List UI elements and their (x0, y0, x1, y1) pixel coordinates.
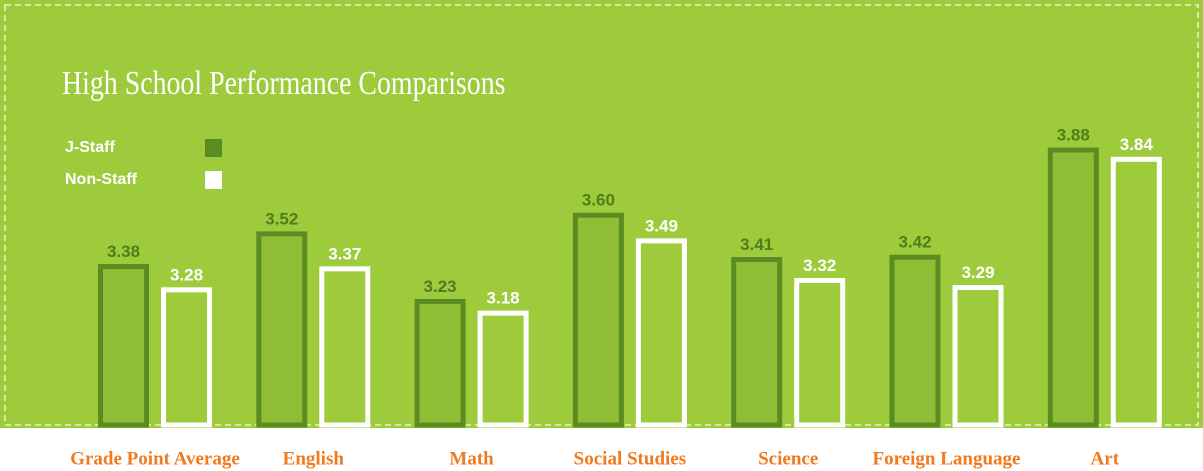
bar (731, 257, 783, 428)
bar (477, 310, 529, 428)
bar (414, 298, 466, 428)
value-label: 3.38 (107, 242, 140, 261)
x-tick-label: Art (1091, 448, 1120, 469)
bar (1110, 156, 1162, 428)
x-tick-label: Math (449, 448, 494, 469)
bar (161, 287, 212, 428)
value-label: 3.52 (265, 209, 298, 228)
panel-border (4, 4, 1199, 426)
value-label: 3.32 (803, 256, 836, 275)
bar (635, 238, 687, 428)
value-label: 3.60 (582, 191, 615, 210)
x-tick-label: Grade Point Average (70, 448, 240, 469)
chart-title: High School Performance Comparisons (62, 63, 506, 101)
value-label: 3.23 (424, 277, 457, 296)
value-label: 3.18 (487, 289, 520, 308)
bar (794, 277, 846, 428)
x-tick-label: Foreign Language (873, 448, 1021, 469)
value-label: 3.88 (1057, 125, 1090, 144)
value-label: 3.84 (1120, 135, 1154, 154)
x-tick-label: English (283, 448, 345, 469)
bar (98, 264, 149, 428)
value-label: 3.42 (898, 233, 931, 252)
legend-label: J-Staff (65, 139, 115, 156)
value-label: 3.49 (645, 216, 678, 235)
x-tick-label: Science (758, 448, 818, 469)
bar (256, 231, 308, 428)
value-label: 3.41 (740, 235, 773, 254)
bar (952, 284, 1004, 428)
bar (889, 254, 941, 428)
bar (1047, 147, 1099, 428)
bar (319, 266, 371, 428)
legend-swatch (205, 139, 222, 157)
bar (572, 212, 624, 428)
value-label: 3.28 (170, 265, 203, 284)
x-tick-label: Social Studies (574, 448, 686, 469)
legend-swatch (205, 171, 222, 189)
legend-label: Non-Staff (65, 171, 138, 188)
value-label: 3.29 (961, 263, 994, 282)
value-label: 3.37 (328, 244, 361, 263)
